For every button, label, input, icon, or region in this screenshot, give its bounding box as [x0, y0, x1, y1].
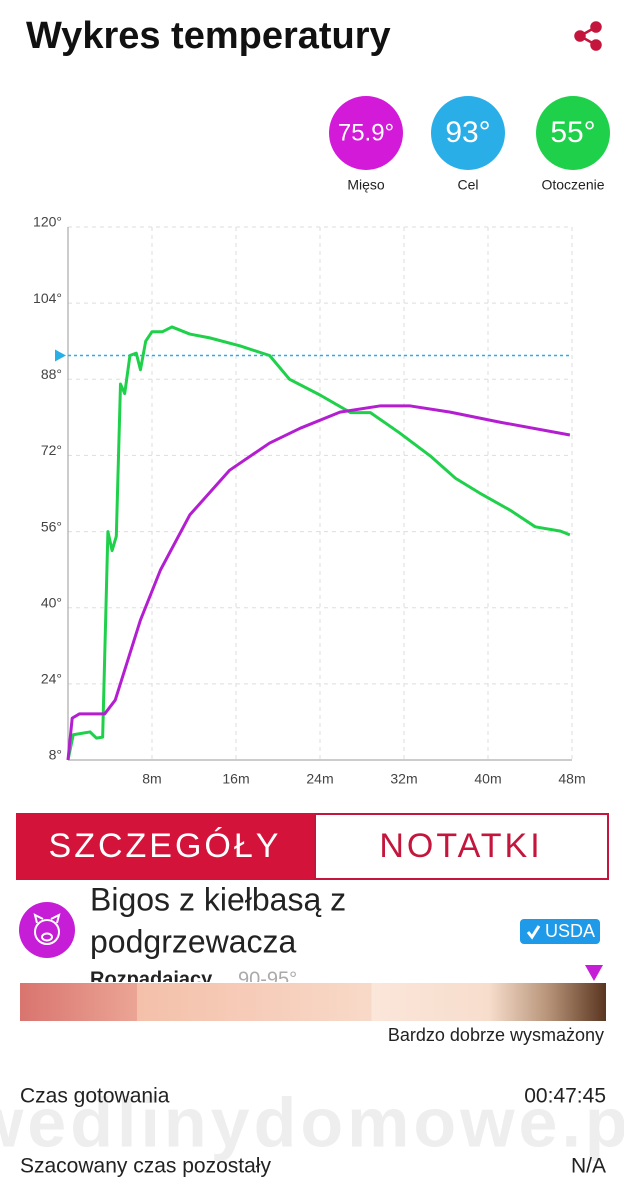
reading-label: Mięso — [347, 177, 385, 193]
x-tick-label: 48m — [558, 771, 585, 787]
x-tick-label: 40m — [474, 771, 501, 787]
detail-label: Czas gotowania — [20, 1085, 170, 1108]
recipe-title: podgrzewacza — [90, 923, 297, 959]
reading-circle — [431, 96, 505, 170]
check-icon — [526, 925, 541, 940]
tab-label: NOTATKI — [379, 827, 542, 865]
detail-value: N/A — [571, 1155, 606, 1178]
x-tick-label: 8m — [142, 771, 161, 787]
watermark: wedlinydomowe.pl — [0, 1083, 624, 1161]
tabs: SZCZEGÓŁY NOTATKI — [16, 813, 609, 880]
usda-label: USDA — [545, 921, 595, 941]
x-tick-label: 24m — [306, 771, 333, 787]
reading-value: 75.9° — [338, 119, 394, 146]
tab-active[interactable] — [16, 813, 314, 880]
tab-label: SZCZEGÓŁY — [49, 827, 282, 865]
usda-badge — [520, 919, 600, 944]
pig-icon — [19, 902, 75, 958]
y-tick-label: 72° — [41, 442, 62, 458]
readings: 75.9° Mięso 93° Cel 55° Otoczenie — [329, 96, 610, 193]
recipe-title: Bigos z kiełbasą z — [90, 881, 346, 917]
reading-value: 93° — [445, 116, 490, 149]
y-tick-label: 104° — [33, 290, 62, 306]
reading-label: Otoczenie — [541, 177, 604, 193]
target-marker — [55, 349, 66, 362]
reading-circle — [536, 96, 610, 170]
details: Czas gotowania 00:47:45 Szacowany czas p… — [20, 1085, 606, 1178]
series-line — [66, 325, 571, 761]
y-tick-label: 40° — [41, 594, 62, 610]
y-tick-label: 24° — [41, 671, 62, 687]
series-line — [66, 404, 571, 761]
y-tick-label: 8° — [49, 747, 62, 763]
reading-value: 55° — [550, 116, 595, 149]
y-tick-label: 120° — [33, 214, 62, 230]
y-tick-label: 56° — [41, 518, 62, 534]
scale-label: Bardzo dobrze wysmażony — [388, 1025, 604, 1045]
detail-value: 00:47:45 — [524, 1085, 606, 1108]
reading-circle — [329, 96, 403, 170]
tab[interactable] — [314, 813, 609, 880]
doneness-range: 90-95° — [238, 968, 297, 990]
doneness: Rozpadający — [90, 968, 213, 990]
title: Wykres temperatury — [26, 15, 391, 57]
doneness-scale — [20, 983, 606, 1021]
chart: 8° 24° 40° 56° 72° 88° 104° 120° 8m 16m 24m 32m 40m 4… — [33, 214, 586, 787]
detail-label: Szacowany czas pozostały — [20, 1155, 271, 1178]
share-button[interactable] — [574, 21, 602, 51]
pig-icon-face — [33, 913, 61, 945]
x-tick-label: 32m — [390, 771, 417, 787]
x-tick-label: 16m — [222, 771, 249, 787]
reading-label: Cel — [457, 177, 478, 193]
y-tick-label: 88° — [41, 366, 62, 382]
doneness-marker — [585, 965, 603, 981]
recipe: Bigos z kiełbasą z podgrzewacza Rozpadaj… — [19, 881, 606, 1045]
